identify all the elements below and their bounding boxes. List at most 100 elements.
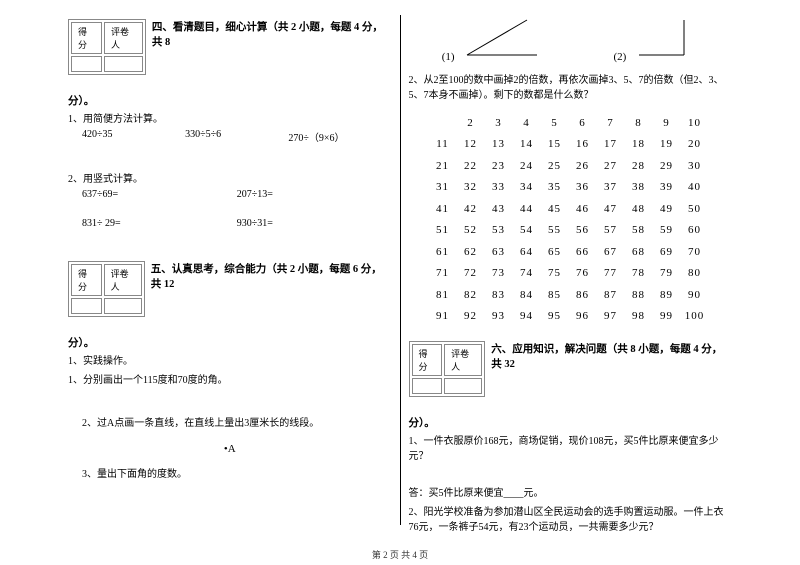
grid-cell: 92 [457,306,485,327]
score-box: 得分 评卷人 [68,19,146,75]
grid-cell: 87 [597,285,625,306]
grid-cell: 9 [653,113,681,134]
angle-2-label: (2) [613,51,626,63]
grid-cell: 69 [653,242,681,263]
grid-cell: 57 [597,220,625,241]
grid-cell: 5 [541,113,569,134]
grid-cell: 70 [681,242,709,263]
grid-row: 21222324252627282930 [429,156,733,177]
grid-cell: 34 [513,177,541,198]
grid-cell: 14 [513,134,541,155]
grid-cell: 56 [569,220,597,241]
section-4-header: 得分 评卷人 四、看清题目，细心计算（共 2 小题，每题 4 分，共 8 [68,19,392,75]
grid-row: 81828384858687888990 [429,285,733,306]
grid-cell: 68 [625,242,653,263]
grid-cell: 64 [513,242,541,263]
score-label: 得分 [71,22,102,54]
grid-cell: 20 [681,134,709,155]
grid-cell: 19 [653,134,681,155]
q4-1: 1、用简便方法计算。 [68,112,392,127]
grid-cell: 46 [569,199,597,220]
grid-cell: 75 [541,263,569,284]
grader-label: 评卷人 [444,344,482,376]
grid-cell: 95 [541,306,569,327]
grid-cell: 61 [429,242,457,263]
grid-row: 2345678910 [429,113,733,134]
grid-cell: 40 [681,177,709,198]
grid-cell: 60 [681,220,709,241]
grid-cell: 53 [485,220,513,241]
grid-cell: 42 [457,199,485,220]
grid-cell: 35 [541,177,569,198]
grid-cell: 38 [625,177,653,198]
grid-cell: 24 [513,156,541,177]
grid-cell: 21 [429,156,457,177]
grid-cell: 36 [569,177,597,198]
grid-row: 51525354555657585960 [429,220,733,241]
q5-1c: 3、量出下面角的度数。 [82,467,392,482]
q5-1: 1、实践操作。 [68,354,392,369]
grid-cell: 26 [569,156,597,177]
grid-row: 41424344454647484950 [429,199,733,220]
grid-cell: 76 [569,263,597,284]
grid-cell: 6 [569,113,597,134]
q5-1b: 2、过A点画一条直线，在直线上量出3厘米长的线段。 [82,416,392,431]
grid-cell [429,113,457,134]
grid-cell: 49 [653,199,681,220]
grid-cell: 50 [681,199,709,220]
grid-cell: 13 [485,134,513,155]
calc-item: 420÷35 [82,129,185,144]
right-column: (1) (2) 2、从2至100的数中画掉2的倍数，再依次画掉3、5、7的倍数（… [401,15,741,525]
grid-cell: 12 [457,134,485,155]
angle-1-label: (1) [442,51,455,63]
grid-cell: 3 [485,113,513,134]
grid-cell: 59 [653,220,681,241]
section-4-title: 四、看清题目，细心计算（共 2 小题，每题 4 分，共 8 [152,19,392,49]
grid-cell: 47 [597,199,625,220]
grid-cell: 82 [457,285,485,306]
grid-cell: 27 [597,156,625,177]
grid-cell: 80 [681,263,709,284]
grid-row: 71727374757677787980 [429,263,733,284]
grid-cell: 45 [541,199,569,220]
score-label: 得分 [412,344,443,376]
grid-cell: 98 [625,306,653,327]
grid-cell: 4 [513,113,541,134]
grid-cell: 10 [681,113,709,134]
grid-cell: 83 [485,285,513,306]
grid-cell: 65 [541,242,569,263]
grid-cell: 73 [485,263,513,284]
grid-cell: 100 [681,306,709,327]
grid-cell: 31 [429,177,457,198]
grid-row: 919293949596979899100 [429,306,733,327]
score-box: 得分 评卷人 [409,341,486,397]
grid-cell: 62 [457,242,485,263]
grid-cell: 16 [569,134,597,155]
grid-cell: 33 [485,177,513,198]
grid-cell: 15 [541,134,569,155]
grid-cell: 72 [457,263,485,284]
grid-cell: 28 [625,156,653,177]
q4-2-row1: 637÷69= 207÷13= [82,189,392,200]
grid-cell: 52 [457,220,485,241]
q4-1-items: 420÷35 330÷5÷6 270÷（9×6） [82,129,392,144]
point-a: •A [68,443,392,455]
grid-cell: 58 [625,220,653,241]
grid-cell: 11 [429,134,457,155]
score-label: 得分 [71,264,102,296]
grid-cell: 55 [541,220,569,241]
section-6-header: 得分 评卷人 六、应用知识，解决问题（共 8 小题，每题 4 分，共 32 [409,341,733,397]
grid-cell: 94 [513,306,541,327]
grid-cell: 29 [653,156,681,177]
grid-cell: 44 [513,199,541,220]
score-box: 得分 评卷人 [68,261,145,317]
grid-cell: 88 [625,285,653,306]
grid-row: 11121314151617181920 [429,134,733,155]
q6-2: 2、阳光学校准备为参加潜山区全民运动会的选手购置运动服。一件上衣76元，一条裤子… [409,505,733,535]
grid-cell: 99 [653,306,681,327]
q6-1: 1、一件衣服原价168元，商场促销，现价108元，买5件比原来便宜多少元？ [409,434,733,464]
grid-cell: 78 [625,263,653,284]
grid-cell: 63 [485,242,513,263]
grid-row: 31323334353637383940 [429,177,733,198]
q6-1-answer: 答：买5件比原来便宜____元。 [409,486,733,501]
